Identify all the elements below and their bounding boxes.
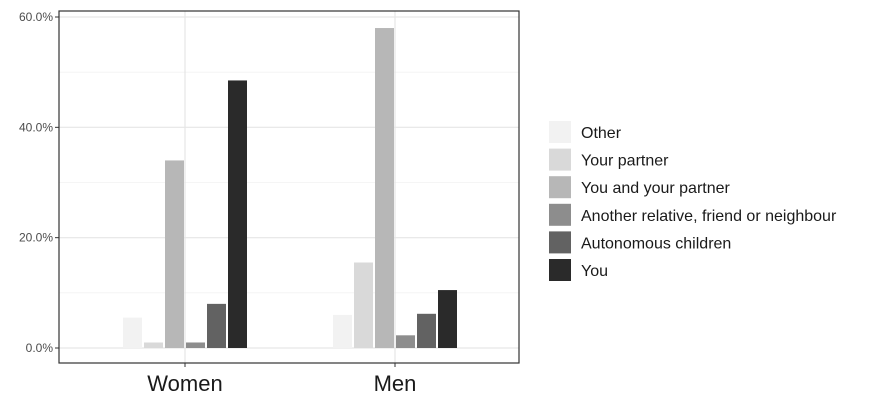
legend: Other Your partner You and your partner Ano… <box>549 121 837 281</box>
legend-label-2: You and your partner <box>581 180 731 197</box>
x-axis: Women Men <box>147 363 416 396</box>
bar-women-3 <box>186 342 205 348</box>
y-tick-label: 60.0% <box>19 10 53 24</box>
plot-panel-border <box>58 10 520 364</box>
bar-men-5 <box>438 290 457 348</box>
y-tick-label: 40.0% <box>19 120 53 134</box>
y-tick-label: 20.0% <box>19 231 53 245</box>
bar-men-3 <box>396 335 415 348</box>
bar-women-1 <box>144 342 163 348</box>
legend-label-4: Autonomous children <box>581 235 731 252</box>
bar-women-5 <box>228 80 247 349</box>
bar-women-4 <box>207 303 226 348</box>
legend-key-5 <box>549 259 571 281</box>
bar-women-2 <box>165 160 184 348</box>
legend-key-4 <box>549 231 571 254</box>
legend-label-0: Other <box>581 125 622 142</box>
legend-key-1 <box>549 148 571 171</box>
legend-key-2 <box>549 176 571 199</box>
legend-label-1: Your partner <box>581 153 669 170</box>
bar-men-0 <box>333 314 352 348</box>
bar-women-0 <box>123 317 142 348</box>
y-axis: 0.0% 20.0% 40.0% 60.0% <box>19 10 59 355</box>
bars <box>123 28 457 349</box>
legend-label-5: You <box>581 263 608 280</box>
legend-key-3 <box>549 203 571 226</box>
y-tick-label: 0.0% <box>26 341 54 355</box>
bar-men-4 <box>417 313 436 348</box>
legend-key-0 <box>549 121 571 143</box>
grid-lines <box>59 11 519 363</box>
x-tick-label: Men <box>374 371 417 396</box>
bar-men-2 <box>375 28 394 349</box>
bar-men-1 <box>354 262 373 348</box>
x-tick-label: Women <box>147 371 222 396</box>
legend-label-3: Another relative, friend or neighbour <box>581 208 837 225</box>
